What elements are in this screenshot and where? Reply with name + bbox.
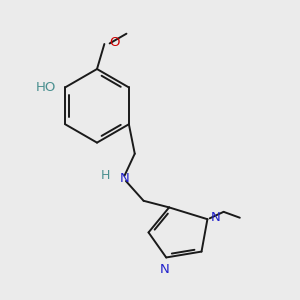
Text: N: N (160, 263, 169, 276)
Text: O: O (109, 36, 119, 49)
Text: H: H (100, 169, 110, 182)
Text: N: N (120, 172, 129, 185)
Text: N: N (211, 211, 221, 224)
Text: HO: HO (36, 81, 56, 94)
